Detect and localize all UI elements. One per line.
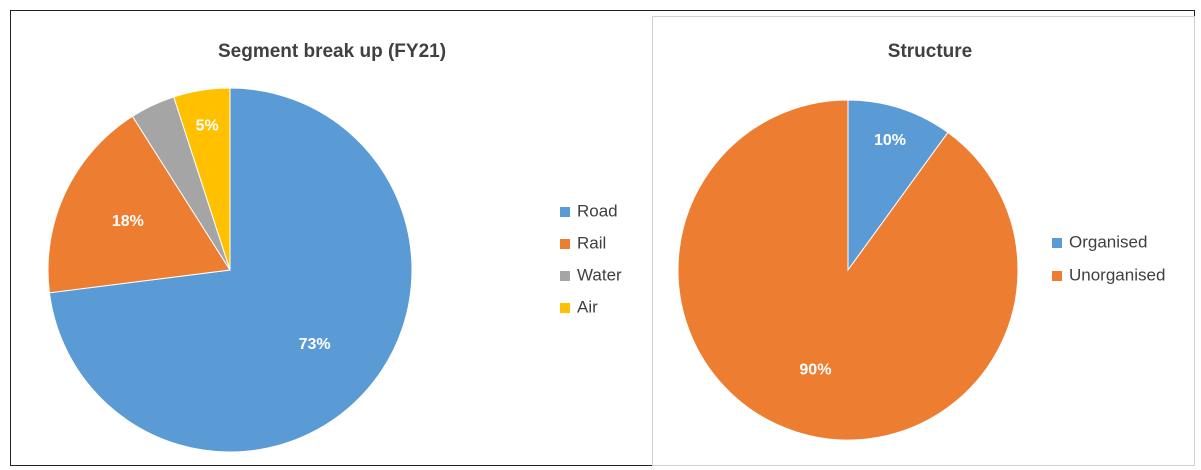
- pie-slice: [173, 87, 231, 271]
- legend-label: Organised: [1069, 232, 1147, 251]
- panel-frame: [652, 16, 1195, 466]
- legend-label: Air: [577, 297, 598, 316]
- chart-title: Segment break up (FY21): [218, 41, 446, 62]
- data-label: 90%: [799, 361, 831, 378]
- data-label: 73%: [299, 336, 331, 353]
- pie-slice: [48, 87, 413, 453]
- data-label: 10%: [874, 132, 906, 149]
- legend-swatch: [560, 271, 570, 281]
- legend-label: Road: [577, 201, 618, 220]
- data-label: 18%: [112, 213, 144, 230]
- chart-title: Structure: [888, 41, 972, 62]
- legend-label: Water: [577, 265, 622, 284]
- legend-swatch: [560, 239, 570, 249]
- data-label: 5%: [196, 117, 219, 134]
- legend-swatch: [1052, 238, 1062, 248]
- legend-swatch: [560, 303, 570, 313]
- pie-slice: [47, 115, 231, 294]
- pie-slice: [847, 99, 949, 272]
- legend-label: Unorganised: [1069, 265, 1165, 284]
- pie-slice: [677, 99, 1019, 441]
- legend-swatch: [560, 207, 570, 217]
- legend-swatch: [1052, 271, 1062, 281]
- legend-label: Rail: [577, 233, 606, 252]
